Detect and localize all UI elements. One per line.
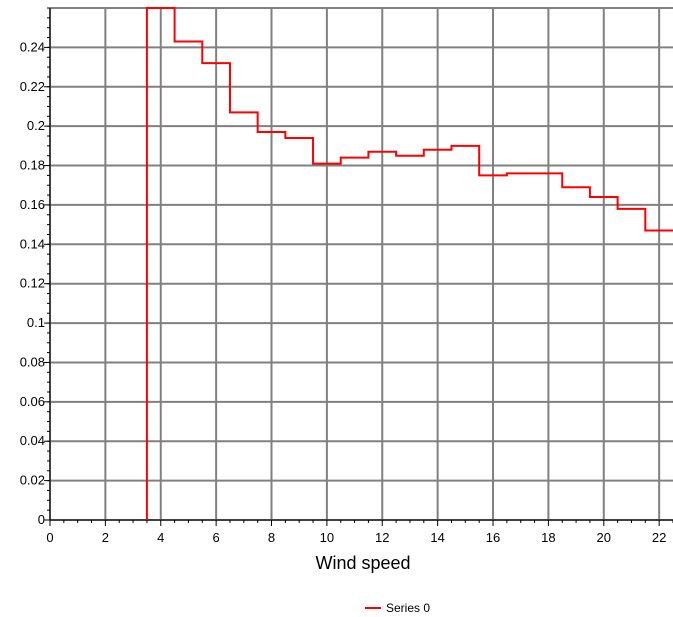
x-tick-label: 10 (320, 530, 334, 545)
series-group (145, 7, 673, 520)
y-tick-label: 0.08 (20, 354, 45, 369)
x-tick-label: 6 (213, 530, 220, 545)
y-tick-label: 0.2 (27, 118, 45, 133)
x-tick-label: 12 (375, 530, 389, 545)
x-tick-label: 18 (541, 530, 555, 545)
legend: Series 0 (365, 601, 430, 615)
y-tick-labels: 0 0.02 0.04 0.06 0.08 0.1 0.12 0.14 0.16 0.18 0.2 0… (20, 39, 45, 527)
x-tick-label: 16 (486, 530, 500, 545)
x-tick-label: 22 (652, 530, 666, 545)
y-tick-label: 0.12 (20, 276, 45, 291)
y-tick-label: 0.22 (20, 79, 45, 94)
y-tick-label: 0.24 (20, 39, 45, 54)
y-tick-label: 0.14 (20, 236, 45, 251)
x-tick-label: 8 (268, 530, 275, 545)
series-line-0 (145, 7, 673, 520)
legend-label-series-0: Series 0 (386, 601, 430, 615)
y-tick-label: 0 (38, 512, 45, 527)
y-tick-label: 0.16 (20, 197, 45, 212)
x-axis-title: Wind speed (315, 553, 410, 573)
x-tick-label: 2 (102, 530, 109, 545)
y-tick-label: 0.06 (20, 394, 45, 409)
y-tick-label: 0.04 (20, 433, 45, 448)
y-tick-label: 0.18 (20, 158, 45, 173)
y-tick-label: 0.02 (20, 473, 45, 488)
x-tick-label: 14 (430, 530, 444, 545)
y-tick-label: 0.1 (27, 315, 45, 330)
x-tick-label: 4 (157, 530, 164, 545)
plot-area (50, 8, 673, 520)
x-tick-label: 0 (46, 530, 53, 545)
x-tick-labels: 0 2 4 6 8 10 12 14 16 18 20 22 (46, 530, 666, 545)
x-tick-label: 20 (597, 530, 611, 545)
